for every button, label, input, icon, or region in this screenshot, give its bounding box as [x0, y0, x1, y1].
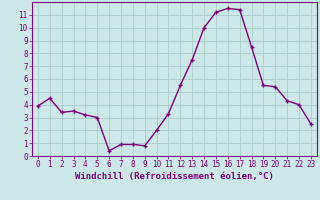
X-axis label: Windchill (Refroidissement éolien,°C): Windchill (Refroidissement éolien,°C) — [75, 172, 274, 181]
